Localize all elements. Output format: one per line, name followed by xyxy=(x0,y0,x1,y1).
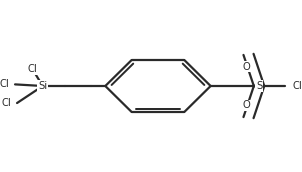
Text: O: O xyxy=(243,100,250,110)
Text: Cl: Cl xyxy=(1,98,11,108)
Text: O: O xyxy=(243,62,250,72)
Text: Cl: Cl xyxy=(293,81,302,91)
Text: S: S xyxy=(256,81,262,91)
Text: Cl: Cl xyxy=(28,64,37,74)
Text: Si: Si xyxy=(38,81,47,91)
Text: Cl: Cl xyxy=(0,79,9,89)
